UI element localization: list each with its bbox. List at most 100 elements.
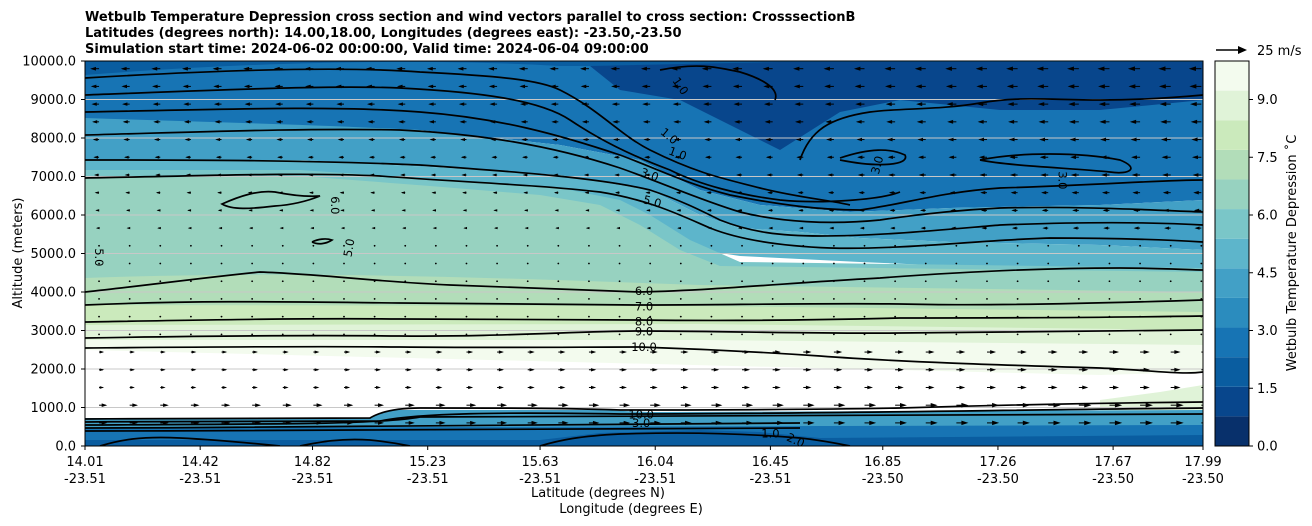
wind-vector-head: [1084, 402, 1092, 408]
wind-vector-head: [1009, 173, 1016, 177]
wind-vector-head: [457, 66, 464, 71]
wind-vector-head: [1103, 226, 1109, 230]
wind-vector-head: [551, 120, 557, 124]
wind-vector-head: [560, 385, 566, 390]
wind-vector-head: [463, 226, 468, 230]
wind-vector-head: [398, 120, 404, 124]
wind-vector: [1169, 298, 1172, 300]
wind-vector: [343, 333, 345, 336]
wind-vector-head: [1190, 101, 1197, 107]
wind-vector: [1200, 262, 1203, 265]
y-tick-label: 10000.0: [22, 55, 76, 70]
wind-vector-head: [222, 350, 228, 354]
x-tick-label-lon: -23.51: [634, 472, 676, 487]
wind-vector: [1077, 280, 1080, 283]
wind-vector: [649, 333, 652, 336]
wind-vector: [465, 333, 468, 336]
y-tick-label: 9000.0: [31, 93, 77, 108]
wind-vector-head: [677, 226, 682, 230]
wind-vector: [741, 244, 743, 247]
wind-vector-head: [582, 137, 588, 142]
wind-vector-head: [777, 403, 784, 408]
wind-vector-head: [671, 66, 678, 71]
wind-vector: [710, 244, 713, 247]
wind-vector: [649, 315, 652, 318]
y-tick-label: 5000.0: [31, 247, 77, 262]
wind-vector-head: [645, 191, 650, 195]
wind-vector-head: [431, 191, 436, 195]
wind-vector: [159, 244, 162, 247]
wind-vector-head: [614, 191, 620, 195]
colorbar-segment: [1215, 268, 1249, 298]
wind-vector: [190, 315, 192, 318]
wind-vector: [863, 315, 866, 318]
wind-vector-head: [992, 420, 1000, 426]
wind-vector-head: [652, 385, 658, 390]
wind-vector: [281, 262, 284, 265]
wind-vector-head: [1143, 385, 1150, 390]
wind-reference-arrowhead: [1238, 46, 1247, 54]
wind-vector: [618, 298, 621, 300]
wind-vector-head: [1163, 208, 1169, 213]
wind-vector-head: [247, 191, 252, 195]
colorbar-tick-label: 6.0: [1257, 209, 1278, 224]
wind-vector-head: [283, 385, 289, 389]
wind-vector-head: [621, 385, 627, 390]
wind-vector: [710, 333, 713, 336]
contour-1.0-b: [85, 86, 901, 203]
wind-vector-head: [340, 209, 345, 212]
colorbar-label: Wetbulb Temperature Depression ˚C: [1284, 135, 1300, 372]
wind-vector-head: [736, 173, 741, 177]
wind-vector: [649, 298, 652, 300]
x-tick-label-lat: 16.04: [637, 455, 674, 470]
wind-vector-head: [95, 209, 100, 212]
wind-vector-head: [1133, 226, 1139, 230]
wind-vector-head: [914, 66, 922, 71]
wind-vector: [220, 333, 223, 336]
wind-vector-head: [978, 155, 985, 160]
wind-vector: [1016, 315, 1019, 318]
wind-vector-head: [531, 403, 538, 408]
wind-vector-head: [961, 402, 969, 408]
wind-vector-head: [1022, 420, 1030, 426]
wind-vector-head: [777, 420, 784, 426]
wind-vector: [618, 244, 621, 247]
wind-vector: [98, 315, 100, 318]
wind-vector-head: [671, 84, 678, 89]
wind-vector: [894, 298, 897, 300]
wind-vector: [526, 333, 529, 336]
wind-vector: [1108, 280, 1111, 283]
wind-vector: [343, 262, 345, 265]
wind-vector-head: [1131, 155, 1137, 160]
x-tick-label-lat: 17.67: [1095, 455, 1132, 470]
wind-vector-head: [829, 226, 834, 230]
wind-vector-head: [885, 84, 892, 89]
wind-vector: [281, 280, 284, 283]
wind-vector-head: [928, 367, 935, 372]
wind-vector-head: [990, 367, 997, 372]
contour-pbl-1: [85, 401, 1203, 420]
wind-vector-head: [183, 102, 189, 106]
wind-vector: [220, 280, 223, 283]
wind-vector: [955, 280, 958, 283]
contour-label: 6.0: [635, 284, 653, 298]
wind-vector-head: [1207, 421, 1214, 426]
wind-vector-head: [217, 209, 222, 212]
wind-vector-head: [928, 385, 935, 390]
wind-vector-head: [492, 173, 497, 177]
wind-vector-head: [337, 137, 343, 142]
wind-vector-head: [368, 137, 374, 142]
wind-vector-head: [899, 402, 907, 408]
wind-vector-head: [498, 350, 504, 354]
wind-vector-head: [1162, 190, 1169, 195]
wind-vector-head: [1041, 191, 1047, 195]
wind-vector: [251, 280, 254, 283]
wind-vector-head: [737, 226, 743, 230]
wind-vector: [312, 262, 315, 265]
wind-vector: [924, 280, 927, 283]
wind-vector-head: [1097, 66, 1105, 71]
wind-vector-head: [187, 209, 192, 212]
contour-label: 3.0: [632, 416, 650, 430]
wind-vector-head: [275, 120, 281, 124]
band-green: [85, 176, 1203, 300]
